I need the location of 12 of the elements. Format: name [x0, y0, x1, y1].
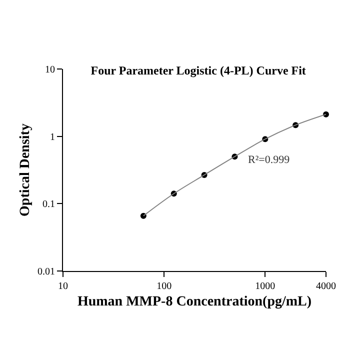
x-tick-label: 4000: [316, 281, 336, 292]
y-tick-label: 0.1: [42, 199, 55, 210]
x-tick-label: 100: [156, 281, 172, 292]
y-tick-label: 0.01: [38, 266, 55, 278]
chart-title: Four Parameter Logistic (4-PL) Curve Fit: [90, 64, 306, 78]
y-tick-label: 1: [50, 132, 55, 143]
x-tick-label: 10: [58, 281, 68, 292]
annotation: R²=0.999: [248, 154, 290, 166]
y-tick-label: 10: [45, 64, 55, 76]
x-tick-label: 1000: [255, 281, 276, 292]
y-axis-title: Optical Density: [18, 124, 34, 216]
x-axis-title: Human MMP-8 Concentration(pg/mL): [77, 294, 312, 310]
